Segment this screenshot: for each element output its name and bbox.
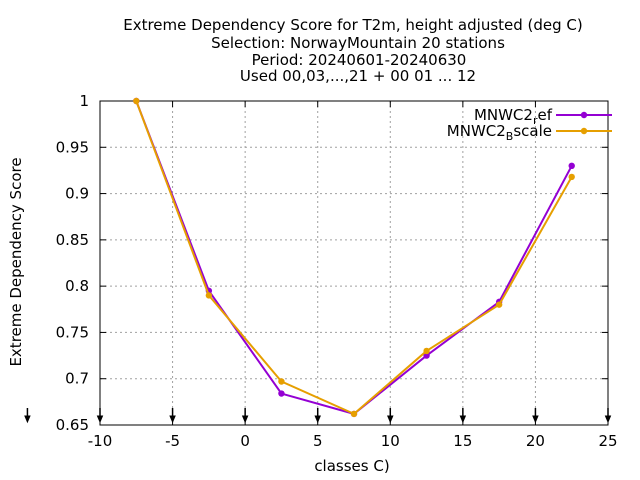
x-tick-label: -5 — [165, 432, 180, 450]
legend-swatch-point — [580, 127, 588, 135]
down-arrow-marker — [604, 408, 612, 424]
data-point — [133, 97, 140, 105]
axes — [99, 100, 609, 426]
y-tick-label: 0.65 — [56, 416, 89, 434]
x-tick-label: 5 — [313, 432, 323, 450]
series-line — [135, 100, 573, 415]
y-axis-label: Extreme Dependency Score — [7, 157, 25, 366]
legend-swatch-point — [580, 111, 588, 119]
grid — [100, 101, 608, 425]
arrow-head — [532, 415, 539, 424]
series-1 — [133, 97, 575, 418]
x-tick-label: 15 — [453, 432, 472, 450]
title-line-2: Selection: NorwayMountain 20 stations — [211, 34, 505, 52]
tick-labels: -10 -5 0 5 10 15 20 25 0.65 0.7 0.75 0.8 0.85 0.9 0.95… — [56, 92, 618, 450]
legend-entry-2: MNWC2Bscale — [447, 122, 612, 143]
arrow-head — [459, 415, 467, 424]
data-point — [495, 301, 503, 308]
down-arrow-marker — [314, 408, 321, 424]
series-line — [135, 100, 573, 415]
arrow-head — [387, 415, 394, 424]
series-2 — [133, 97, 575, 418]
data-point — [205, 292, 213, 299]
down-arrow-marker — [96, 408, 104, 424]
bottom-arrow-markers — [24, 408, 612, 424]
data-point — [350, 410, 358, 418]
data-point — [423, 352, 430, 359]
y-tick-label: 0.8 — [65, 277, 89, 295]
data-point — [278, 390, 285, 397]
down-arrow-marker — [459, 408, 467, 424]
data-point — [423, 347, 430, 355]
y-tick-label: 0.95 — [56, 138, 89, 156]
arrow-head — [604, 415, 612, 424]
x-tick-label: -10 — [88, 432, 113, 450]
x-tick-label: 20 — [526, 432, 545, 450]
down-arrow-marker — [387, 408, 394, 424]
legend-entry-1: MNWC2ref — [474, 106, 612, 127]
data-point — [568, 162, 575, 169]
title-line-1: Extreme Dependency Score for T2m, height… — [123, 16, 583, 34]
title-line-3: Period: 20240601-20240630 — [252, 51, 467, 69]
arrow-head — [241, 415, 249, 424]
y-tick-label: 0.7 — [65, 370, 89, 388]
y-tick-label: 0.9 — [65, 185, 89, 203]
chart-title: Extreme Dependency Score for T2m, height… — [123, 16, 583, 85]
x-tick-label: 0 — [240, 432, 250, 450]
data-point — [568, 173, 575, 181]
down-arrow-marker — [241, 408, 249, 424]
y-tick-label: 0.75 — [56, 323, 89, 341]
plot-frame — [99, 100, 609, 426]
x-tick-label: 10 — [381, 432, 400, 450]
arrow-head — [314, 415, 321, 424]
arrow-head — [169, 415, 176, 424]
arrow-head — [96, 415, 104, 424]
arrow-head — [24, 415, 31, 424]
y-tick-label: 1 — [79, 92, 89, 110]
down-arrow-marker — [532, 408, 539, 424]
x-tick-label: 25 — [598, 432, 617, 450]
title-line-4: Used 00,03,...,21 + 00 01 ... 12 — [240, 67, 476, 85]
x-axis-label: classes C) — [314, 457, 389, 475]
legend-label: MNWC2Bscale — [447, 122, 552, 143]
down-arrow-marker — [169, 408, 176, 424]
down-arrow-marker — [24, 408, 31, 424]
data-point — [278, 378, 285, 385]
series-layer — [133, 97, 575, 418]
legend-label: MNWC2ref — [474, 106, 553, 127]
y-tick-label: 0.85 — [56, 231, 89, 249]
